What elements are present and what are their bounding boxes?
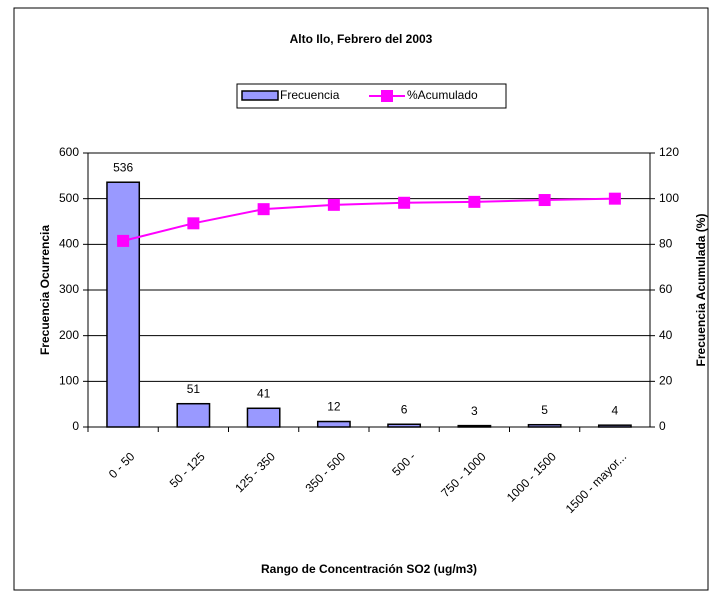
bar xyxy=(246,407,281,428)
y2-tick-label: 40 xyxy=(659,328,673,342)
data-label: 536 xyxy=(113,160,133,174)
data-label: 4 xyxy=(612,403,619,417)
bar xyxy=(106,181,141,428)
legend-marker xyxy=(381,90,393,102)
marker xyxy=(327,198,340,211)
y-tick-label: 200 xyxy=(59,328,79,342)
legend-label: Frecuencia xyxy=(280,88,340,102)
marker xyxy=(468,195,481,208)
y-tick-label: 0 xyxy=(72,419,79,433)
data-label: 3 xyxy=(471,404,478,418)
y2-tick-label: 80 xyxy=(659,237,673,251)
y-tick-label: 300 xyxy=(59,282,79,296)
line xyxy=(122,197,615,242)
marker xyxy=(187,217,200,230)
y-axis-title: Frecuencia Ocurrencia xyxy=(38,225,52,355)
y-tick-label: 500 xyxy=(59,191,79,205)
bar xyxy=(176,402,211,428)
y2-tick-label: 60 xyxy=(659,282,673,296)
data-label: 51 xyxy=(187,382,201,396)
y-tick-label: 600 xyxy=(59,145,79,159)
marker xyxy=(608,192,621,205)
bar xyxy=(316,420,351,428)
marker xyxy=(538,194,551,207)
marker xyxy=(398,196,411,209)
bar xyxy=(387,423,422,428)
bar xyxy=(597,424,632,428)
legend-swatch xyxy=(241,90,279,101)
y2-axis-title: Frecuencia Acumulada (%) xyxy=(694,214,708,367)
data-label: 6 xyxy=(401,402,408,416)
legend-label: %Acumulado xyxy=(407,88,478,102)
data-label: 41 xyxy=(257,386,271,400)
y2-tick-label: 120 xyxy=(659,145,679,159)
bar xyxy=(457,424,492,428)
chart-title: Alto Ilo, Febrero del 2003 xyxy=(290,32,433,46)
data-label: 5 xyxy=(541,403,548,417)
y2-tick-label: 20 xyxy=(659,374,673,388)
y-tick-label: 100 xyxy=(59,374,79,388)
y2-tick-label: 100 xyxy=(659,191,679,205)
y-tick-label: 400 xyxy=(59,237,79,251)
marker xyxy=(257,203,270,216)
marker xyxy=(117,234,130,247)
data-label: 12 xyxy=(327,400,341,414)
y2-tick-label: 0 xyxy=(659,419,666,433)
bar xyxy=(527,423,562,428)
x-axis-title: Rango de Concentración SO2 (ug/m3) xyxy=(261,562,477,576)
